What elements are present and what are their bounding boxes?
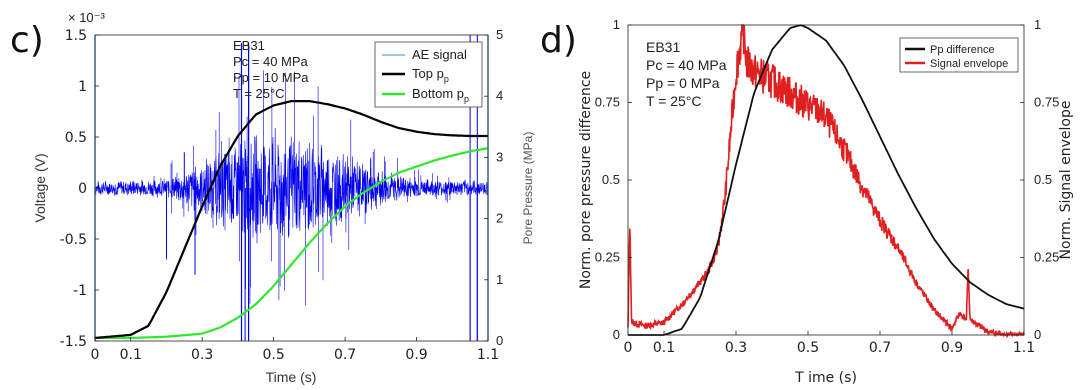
x-tick-label: 0.1: [120, 347, 142, 363]
y-tick-label: -0.5: [60, 232, 87, 248]
top-pp-line: [94, 100, 488, 339]
panel-c: c) 0 0.1 0.3 0.5 0.7 0.9 1.1 -1.5 -1 -0.5 0 0.5 1 1.…: [10, 10, 535, 385]
x-tick-label: 0.1: [653, 340, 675, 356]
y-tick-label: 1: [613, 17, 620, 32]
y-tick-label: 0.5: [65, 130, 87, 146]
x-tick-label: 0.9: [941, 340, 963, 356]
legend-label-bottom: Bottom pp: [412, 86, 469, 104]
annotation-line: T = 25°C: [233, 86, 285, 101]
x-tick-label: 1.1: [477, 347, 499, 363]
panel-d-xlabel: T ime (s): [794, 370, 857, 386]
ae-signal-trace: [94, 127, 489, 244]
legend-label-top: Top pp: [412, 66, 449, 84]
y2-tick-label: 0: [496, 333, 503, 348]
panel-c-xlabel: Time (s): [266, 369, 317, 385]
y-tick-label: -1.5: [60, 334, 87, 350]
panel-c-y2label: Pore Pressure (MPa): [521, 132, 535, 245]
panel-c-legend: AE signal Top pp Bottom pp: [374, 41, 483, 108]
annotation-line: EB31: [646, 39, 680, 55]
legend-box: [899, 37, 1019, 73]
y-tick-label: 1: [78, 79, 87, 95]
y-tick-label: -1: [73, 283, 87, 299]
x-tick-label: 0.3: [725, 340, 747, 356]
y-tick-label: 0.25: [595, 250, 620, 265]
y2-tick-label: 5: [496, 27, 503, 42]
legend-label-ae: AE signal: [412, 47, 467, 62]
panel-d-annotation: EB31 Pc = 40 MPa Pp = 0 MPa T = 25°C: [646, 39, 727, 109]
panel-d-ylabel: Norm. pore pressure difference: [578, 71, 594, 289]
y-tick-label: 0: [613, 327, 620, 342]
annotation-line: T = 25°C: [646, 93, 702, 109]
panel-c-label: c): [10, 20, 44, 61]
pp-difference-line: [628, 24, 1025, 336]
x-tick-label: 1.1: [1013, 340, 1035, 356]
panel-d-label: d): [540, 20, 577, 61]
x-tick-label: 0.7: [869, 340, 891, 356]
y2-tick-label: 0.25: [1034, 250, 1059, 265]
y2-tick-label: 4: [496, 88, 503, 103]
annotation-line: Pc = 40 MPa: [646, 57, 727, 73]
panel-d-legend: Pp difference Signal envelope: [899, 37, 1019, 73]
x-tick-label: 0: [91, 347, 100, 363]
y-exponent-label: × 10⁻³: [68, 10, 106, 25]
y2-tick-label: 1: [496, 272, 503, 287]
x-tick-label: 0.7: [334, 347, 356, 363]
panel-c-annotation: EB31 Pc = 40 MPa Pp = 10 MPa T = 25°C: [233, 38, 309, 101]
bottom-pp-line: [95, 147, 489, 339]
y2-tick-label: 1: [1034, 17, 1041, 32]
panel-d: d) 0 0.1 0.3 0.5 0.7 0.9 1.1 0 0.25 0.5 0.75 1 0 0.…: [540, 17, 1074, 386]
y2-tick-label: 3: [496, 149, 503, 164]
legend-label-env: Signal envelope: [930, 58, 1008, 70]
annotation-line: Pp = 10 MPa: [233, 70, 309, 85]
y2-tick-label: 0.75: [1034, 95, 1059, 110]
panel-d-y2label: Norm. Signal envelope: [1058, 101, 1074, 260]
x-tick-label: 0.3: [191, 347, 213, 363]
signal-envelope-line: [627, 24, 1025, 339]
y-tick-label: 0.75: [595, 95, 620, 110]
y2-tick-label: 0.5: [1034, 172, 1052, 187]
x-tick-label: 0.5: [797, 340, 819, 356]
annotation-line: EB31: [233, 38, 265, 53]
y-tick-label: 0: [78, 181, 87, 197]
x-tick-label: 0.5: [263, 347, 285, 363]
x-tick-label: 0: [624, 340, 633, 356]
panel-d-plot-area: [628, 25, 1024, 335]
legend-label-diff: Pp difference: [930, 44, 995, 56]
y-tick-label: 0.5: [602, 172, 620, 187]
y2-tick-label: 2: [496, 211, 503, 226]
panel-c-ylabel: Voltage (V): [32, 153, 48, 222]
y-tick-label: 1.5: [65, 28, 87, 44]
annotation-line: Pc = 40 MPa: [233, 54, 309, 69]
annotation-line: Pp = 0 MPa: [646, 75, 720, 91]
y2-tick-label: 0: [1034, 327, 1041, 342]
x-tick-label: 0.9: [405, 347, 427, 363]
